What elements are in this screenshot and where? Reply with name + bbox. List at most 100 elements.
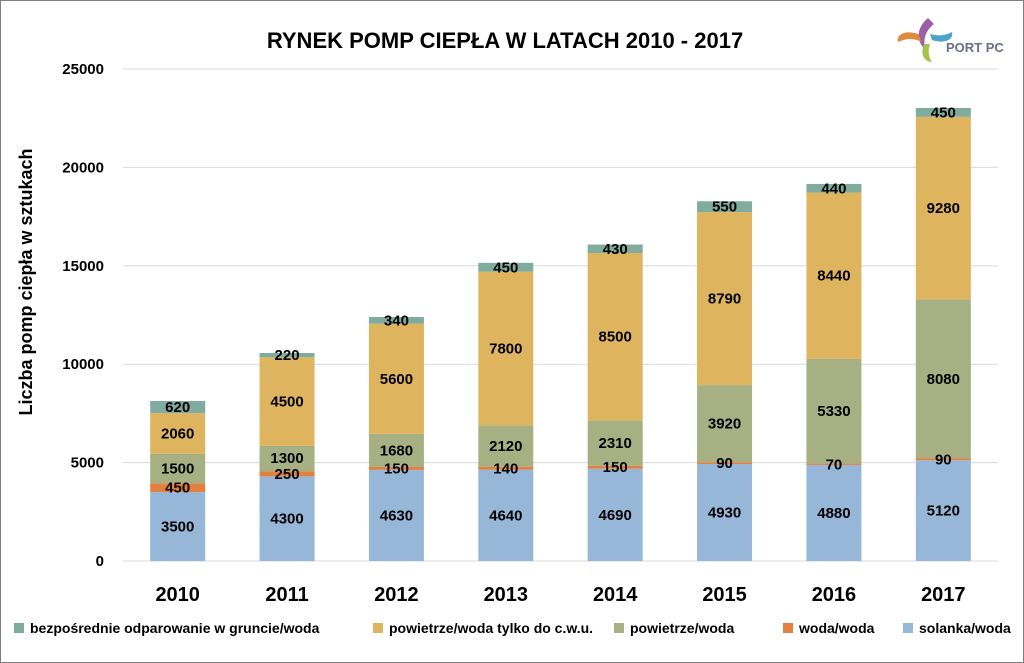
bar-segment-solanka_woda (150, 492, 206, 561)
legend-swatch-woda_woda (783, 623, 793, 633)
logo-petal-blue (930, 32, 953, 42)
y-tick-label: 15000 (62, 258, 104, 275)
data-label: 2310 (599, 435, 632, 452)
data-label: 1680 (380, 442, 413, 459)
data-label: 4930 (708, 504, 741, 521)
data-label: 140 (493, 460, 518, 477)
legend-label-solanka_woda: solanka/woda (919, 620, 1011, 636)
legend-swatch-solanka_woda (903, 623, 913, 633)
legend-label-bezposrednie: bezpośrednie odparowanie w gruncie/woda (30, 620, 320, 636)
data-label: 4690 (599, 507, 632, 524)
bar-segment-bezposrednie (915, 107, 971, 117)
data-label: 8790 (708, 291, 741, 308)
legend: bezpośrednie odparowanie w gruncie/woda p… (14, 620, 1011, 636)
x-tick-label: 2012 (374, 584, 419, 606)
bar-segment-cwu (587, 253, 643, 421)
data-label: 5120 (927, 503, 960, 520)
bar-segment-woda_woda (150, 483, 206, 493)
data-label: 3500 (161, 519, 194, 536)
bar-segment-powietrze_woda (478, 425, 534, 467)
data-label: 1300 (270, 450, 303, 467)
data-label: 8080 (927, 371, 960, 388)
legend-label-powietrze_woda: powietrze/woda (630, 620, 734, 636)
x-axis-ticks: 2010 2011 2012 2013 2014 2015 2016 2017 (155, 584, 965, 606)
bar-segment-cwu (915, 116, 971, 300)
x-tick-label: 2011 (265, 584, 308, 606)
bar-segment-cwu (150, 413, 206, 454)
legend-swatch-powietrze_woda (614, 623, 624, 633)
x-tick-label: 2013 (484, 584, 529, 606)
data-label: 2120 (489, 438, 522, 455)
y-tick-label: 25000 (62, 61, 104, 78)
bar-segment-bezposrednie (150, 401, 206, 414)
bar-segment-powietrze_woda (259, 445, 315, 472)
bar-segment-solanka_woda (368, 469, 424, 561)
data-label: 9280 (927, 200, 960, 217)
logo-petal-purple (918, 18, 934, 50)
legend-swatch-bezposrednie (14, 623, 24, 633)
bar-segment-bezposrednie (478, 262, 534, 272)
data-label: 220 (275, 347, 300, 364)
bar-segment-bezposrednie (697, 201, 753, 213)
legend-swatch-cwu (373, 623, 383, 633)
data-label: 90 (716, 455, 733, 472)
x-tick-label: 2010 (155, 584, 200, 606)
bar-segment-powietrze_woda (150, 453, 206, 484)
y-tick-label: 10000 (62, 356, 104, 373)
data-label: 1500 (161, 461, 194, 478)
bar-segment-woda_woda (478, 466, 534, 470)
bar-segment-cwu (259, 357, 315, 446)
data-label: 7800 (489, 340, 522, 357)
bar-segment-woda_woda (259, 471, 315, 477)
bar-segment-bezposrednie (587, 244, 643, 254)
chart-title: RYNEK POMP CIEPŁA W LATACH 2010 - 2017 (267, 28, 743, 53)
bar-segment-bezposrednie (806, 183, 862, 193)
bar-segment-solanka_woda (259, 476, 315, 561)
data-label: 8440 (817, 268, 850, 285)
bar-segment-woda_woda (368, 466, 424, 470)
bar-segment-woda_woda (697, 462, 753, 464)
data-label: 620 (165, 399, 190, 416)
data-label: 340 (384, 312, 409, 329)
bar-segment-cwu (368, 323, 424, 434)
bar-segment-solanka_woda (587, 468, 643, 561)
bar-segment-woda_woda (587, 465, 643, 469)
bar-segment-woda_woda (806, 463, 862, 465)
bar-segment-cwu (478, 271, 534, 426)
data-label: 4880 (817, 505, 850, 522)
data-label: 450 (493, 259, 518, 276)
bar-segment-solanka_woda (478, 469, 534, 561)
legend-label-woda_woda: woda/woda (798, 620, 875, 636)
bar-segment-solanka_woda (915, 460, 971, 561)
logo-petal-orange (897, 32, 922, 42)
data-label: 5330 (817, 403, 850, 420)
legend-label-cwu: powietrze/woda tylko do c.w.u. (389, 620, 593, 636)
bar-segment-woda_woda (915, 458, 971, 461)
bar-segment-cwu (806, 192, 862, 359)
x-tick-label: 2014 (593, 584, 638, 606)
bar-segment-solanka_woda (806, 464, 862, 561)
data-label: 70 (826, 456, 843, 473)
data-label: 430 (603, 241, 628, 258)
bar-segment-solanka_woda (697, 463, 753, 561)
logo-petal-green (922, 44, 932, 62)
x-tick-label: 2017 (921, 584, 966, 606)
port-pc-logo: PORT PC (897, 18, 1004, 62)
bar-segment-powietrze_woda (587, 420, 643, 466)
data-label: 2060 (161, 425, 194, 442)
y-axis-label: Liczba pomp ciepła w sztukach (16, 148, 36, 415)
bar-segment-powietrze_woda (697, 385, 753, 463)
data-label: 4300 (270, 511, 303, 528)
data-label: 450 (931, 104, 956, 121)
y-tick-label: 5000 (71, 455, 104, 472)
data-label: 550 (712, 199, 737, 216)
data-label: 440 (821, 180, 846, 197)
bar-segment-bezposrednie (368, 316, 424, 324)
bar-segment-powietrze_woda (806, 358, 862, 464)
bar-segment-bezposrednie (259, 352, 315, 358)
x-tick-label: 2015 (702, 584, 747, 606)
data-label: 8500 (599, 329, 632, 346)
